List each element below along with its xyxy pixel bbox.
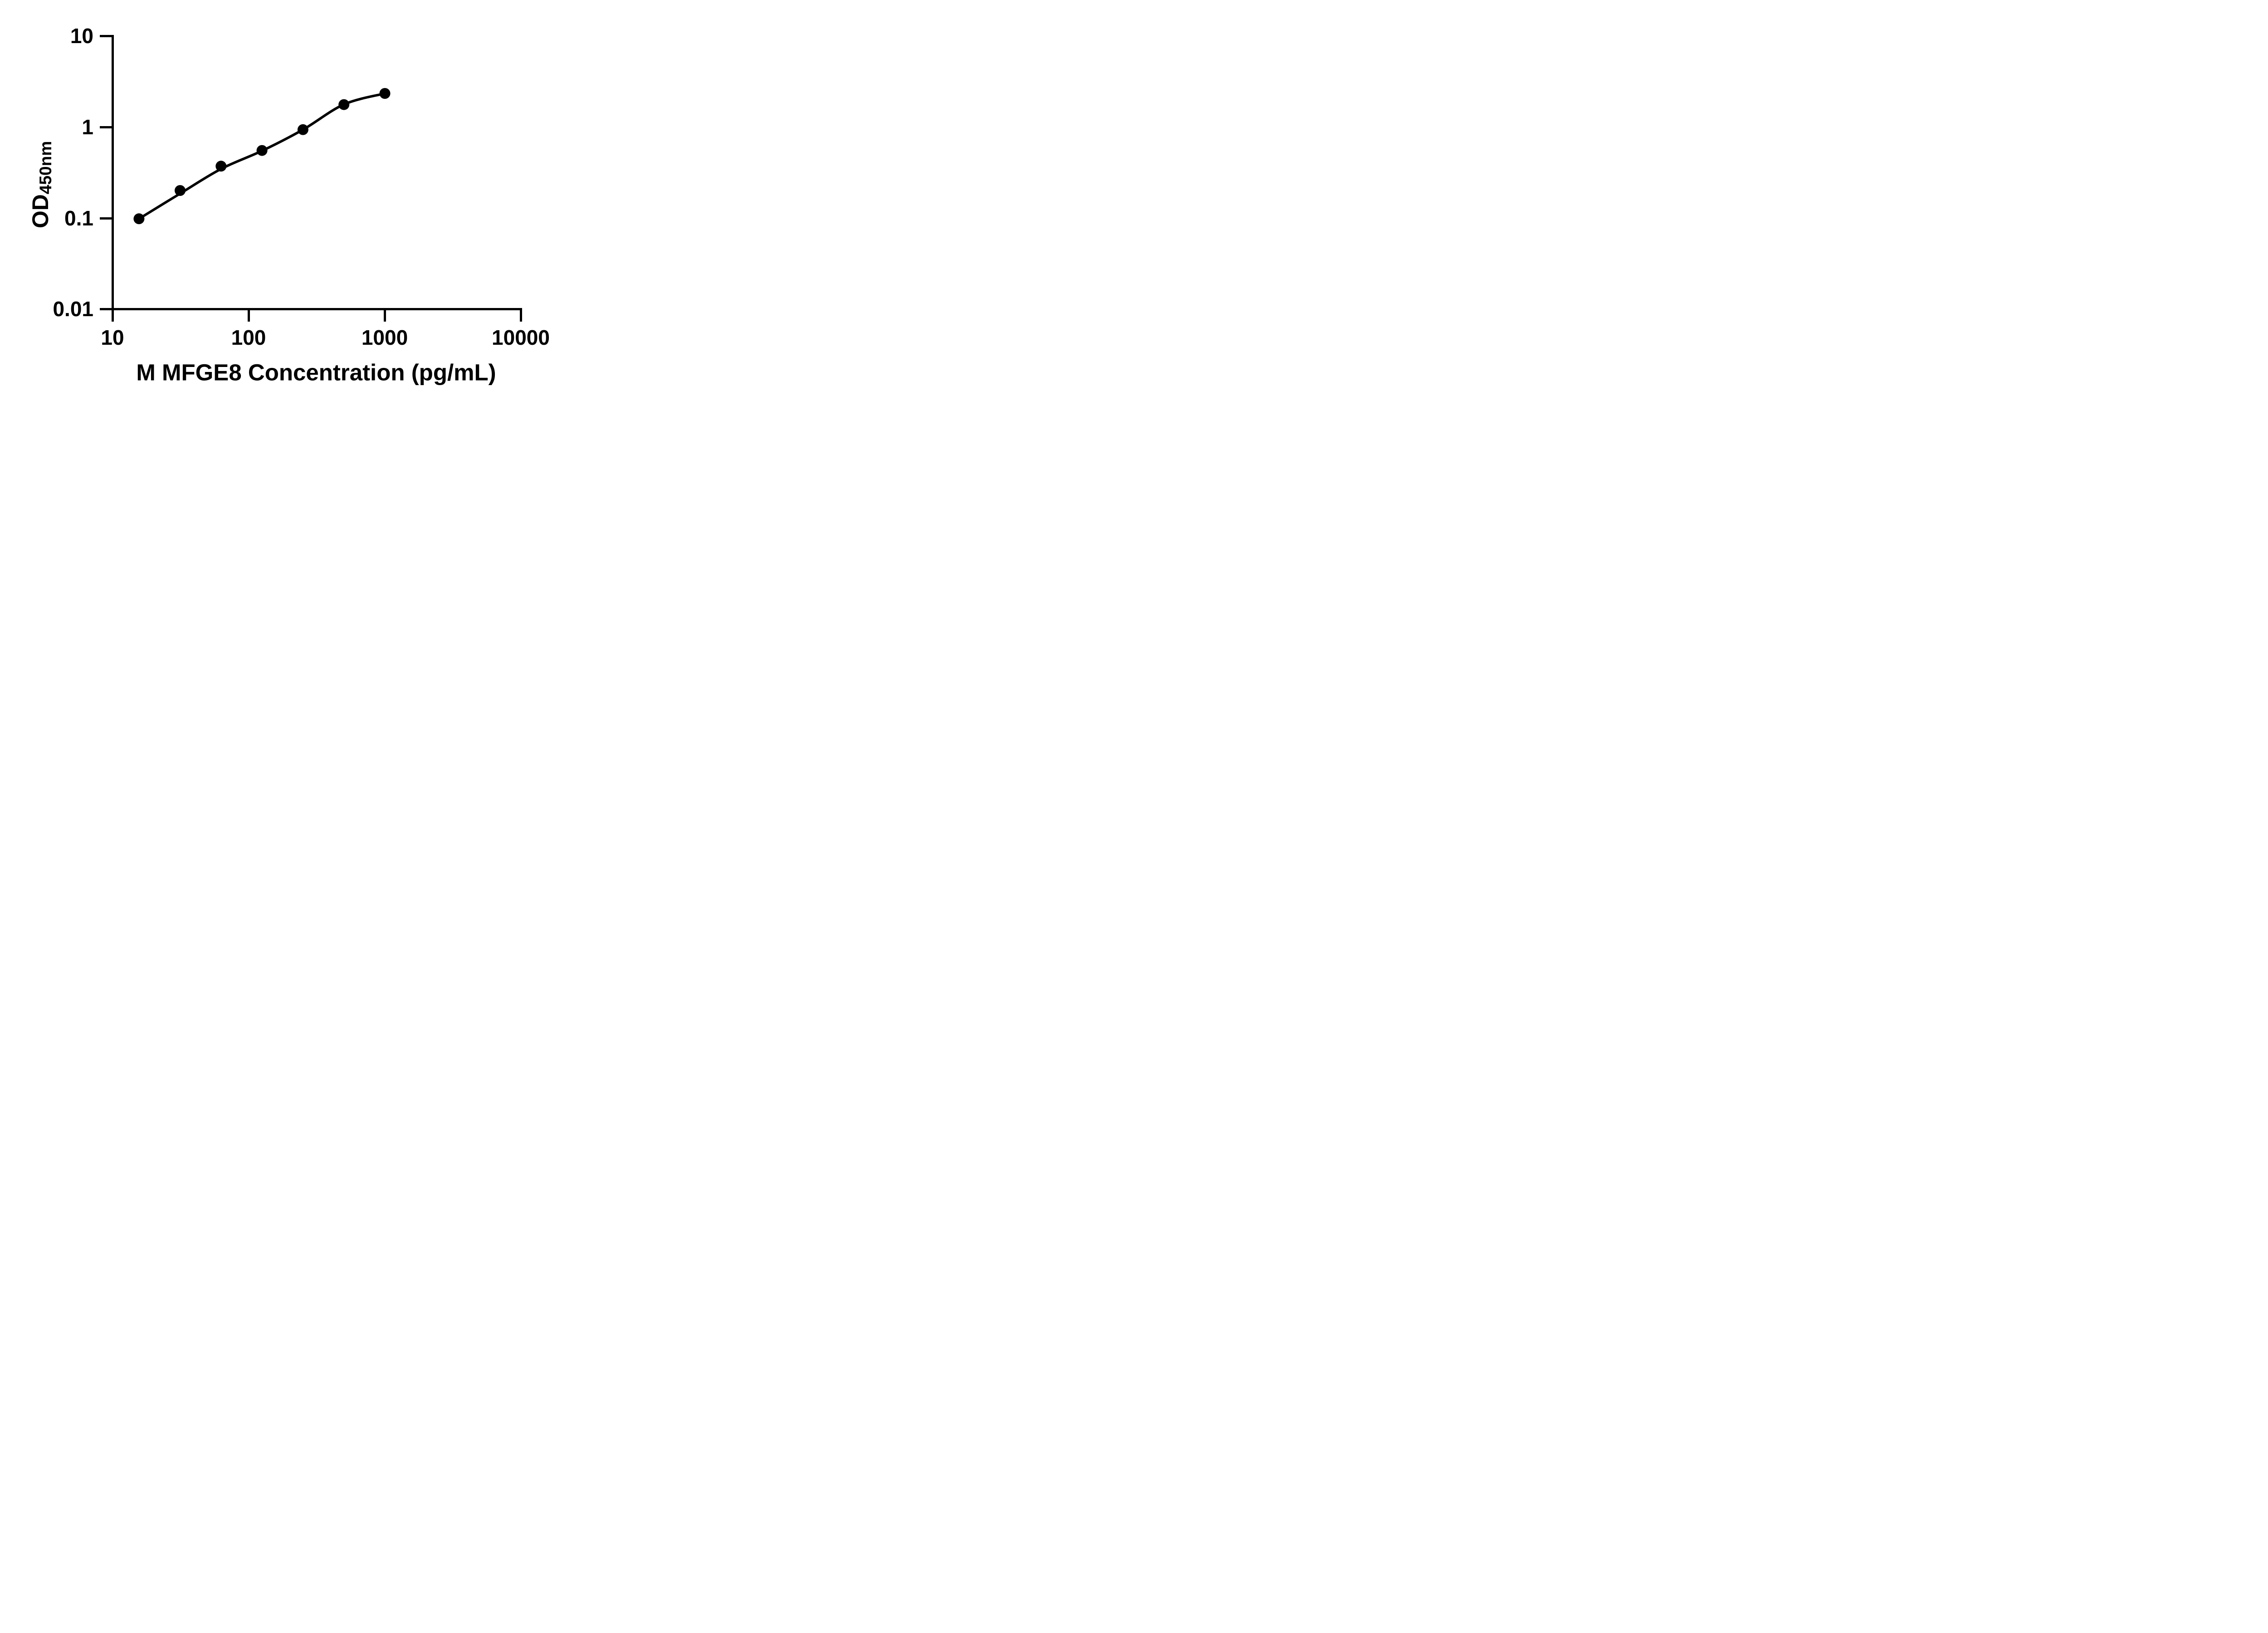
- x-axis-line: [102, 308, 522, 310]
- x-tick-label-1000: 1000: [361, 326, 408, 349]
- y-tick-0.1: [100, 217, 112, 220]
- elisa-standard-curve-figure: 10 1 0.1 0.01 10 100 1000 10000 OD450nm …: [0, 0, 583, 408]
- y-tick-label-0.1: 0.1: [64, 206, 93, 230]
- x-axis-title: M MFGE8 Concentration (pg/mL): [136, 359, 496, 386]
- y-tick-1: [100, 126, 112, 128]
- data-point: [133, 213, 145, 225]
- x-tick-label-10000: 10000: [492, 326, 550, 349]
- x-tick-1000: [384, 310, 386, 322]
- data-point: [256, 145, 268, 156]
- y-tick-marks: [100, 35, 112, 310]
- data-point: [379, 88, 391, 99]
- standard-curve-line: [137, 92, 386, 220]
- x-tick-marks: [112, 310, 522, 322]
- data-point: [215, 161, 227, 172]
- y-tick-label-1: 1: [82, 115, 93, 139]
- x-tick-10: [112, 310, 114, 322]
- data-point: [297, 124, 308, 135]
- y-tick-label-10: 10: [70, 24, 93, 48]
- x-tick-100: [248, 310, 250, 322]
- y-tick-label-0.01: 0.01: [53, 297, 93, 321]
- x-tick-label-10: 10: [101, 326, 124, 349]
- y-axis-title-base: OD: [28, 194, 53, 229]
- y-axis-title-subscript: 450nm: [36, 141, 55, 195]
- data-points: [133, 88, 391, 225]
- data-point: [338, 99, 350, 110]
- y-axis-spine: [112, 35, 114, 322]
- x-tick-label-100: 100: [231, 326, 266, 349]
- y-axis-title: OD450nm: [27, 141, 55, 229]
- data-point: [175, 185, 186, 196]
- y-tick-10: [100, 35, 112, 37]
- y-tick-0.01: [100, 308, 112, 310]
- x-tick-10000: [520, 310, 522, 322]
- plot-canvas: [100, 35, 522, 322]
